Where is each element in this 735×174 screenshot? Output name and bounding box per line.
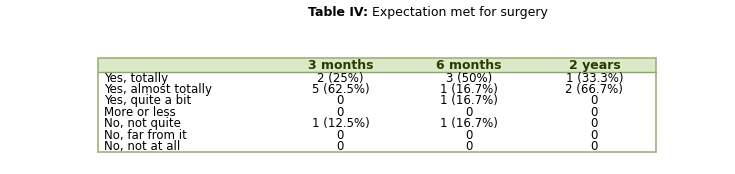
- Text: 0: 0: [591, 140, 598, 153]
- Text: 3 months: 3 months: [308, 59, 373, 72]
- Text: Yes, quite a bit: Yes, quite a bit: [104, 94, 192, 107]
- Bar: [98, 58, 656, 152]
- Text: 0: 0: [337, 94, 344, 107]
- Text: 0: 0: [337, 140, 344, 153]
- Text: 1 (16.7%): 1 (16.7%): [440, 83, 498, 96]
- Text: 2 (25%): 2 (25%): [317, 72, 364, 85]
- Text: More or less: More or less: [104, 106, 176, 119]
- Text: 0: 0: [591, 94, 598, 107]
- Text: Yes, totally: Yes, totally: [104, 72, 168, 85]
- Text: Table IV:: Table IV:: [307, 6, 368, 19]
- Text: 0: 0: [591, 129, 598, 142]
- Text: 2 (66.7%): 2 (66.7%): [565, 83, 623, 96]
- Text: 1 (12.5%): 1 (12.5%): [312, 117, 369, 130]
- Text: 1 (33.3%): 1 (33.3%): [566, 72, 623, 85]
- Text: No, not at all: No, not at all: [104, 140, 181, 153]
- Text: 0: 0: [591, 117, 598, 130]
- Text: 0: 0: [465, 106, 473, 119]
- Text: 5 (62.5%): 5 (62.5%): [312, 83, 369, 96]
- Bar: [98, 58, 656, 72]
- Text: 2 years: 2 years: [569, 59, 620, 72]
- Text: 6 months: 6 months: [436, 59, 501, 72]
- Text: No, far from it: No, far from it: [104, 129, 187, 142]
- Text: Yes, almost totally: Yes, almost totally: [104, 83, 212, 96]
- Text: 0: 0: [465, 129, 473, 142]
- Text: Expectation met for surgery: Expectation met for surgery: [368, 6, 548, 19]
- Text: No, not quite: No, not quite: [104, 117, 182, 130]
- Text: 1 (16.7%): 1 (16.7%): [440, 94, 498, 107]
- Text: 0: 0: [465, 140, 473, 153]
- Text: 1 (16.7%): 1 (16.7%): [440, 117, 498, 130]
- Text: 0: 0: [337, 129, 344, 142]
- Text: 0: 0: [591, 106, 598, 119]
- Text: 0: 0: [337, 106, 344, 119]
- Text: 3 (50%): 3 (50%): [445, 72, 492, 85]
